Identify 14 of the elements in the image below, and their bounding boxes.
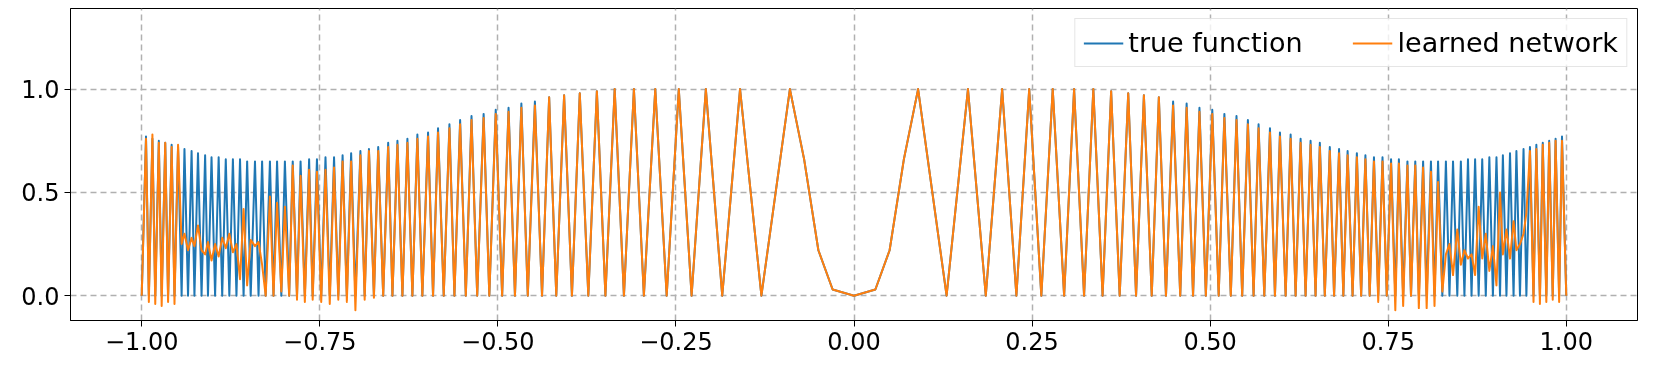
x-tick-label: 1.00 — [1539, 327, 1593, 356]
x-tick-label: 0.75 — [1361, 327, 1415, 356]
legend-label: true function — [1128, 27, 1303, 58]
x-tick-label: −0.50 — [461, 327, 535, 356]
y-tick-label: 0.5 — [21, 179, 60, 208]
y-tick-label: 1.0 — [21, 76, 60, 105]
x-tick-label: 0.50 — [1183, 327, 1237, 356]
x-tick-label: −0.75 — [283, 327, 357, 356]
legend-label: learned network — [1397, 27, 1618, 58]
x-tick-label: 0.25 — [1005, 327, 1059, 356]
x-tick-label: −1.00 — [104, 327, 179, 356]
x-tick-label: −0.25 — [639, 327, 713, 356]
x-tick-label: 0.00 — [827, 327, 881, 356]
y-tick-label: 0.0 — [21, 282, 60, 311]
